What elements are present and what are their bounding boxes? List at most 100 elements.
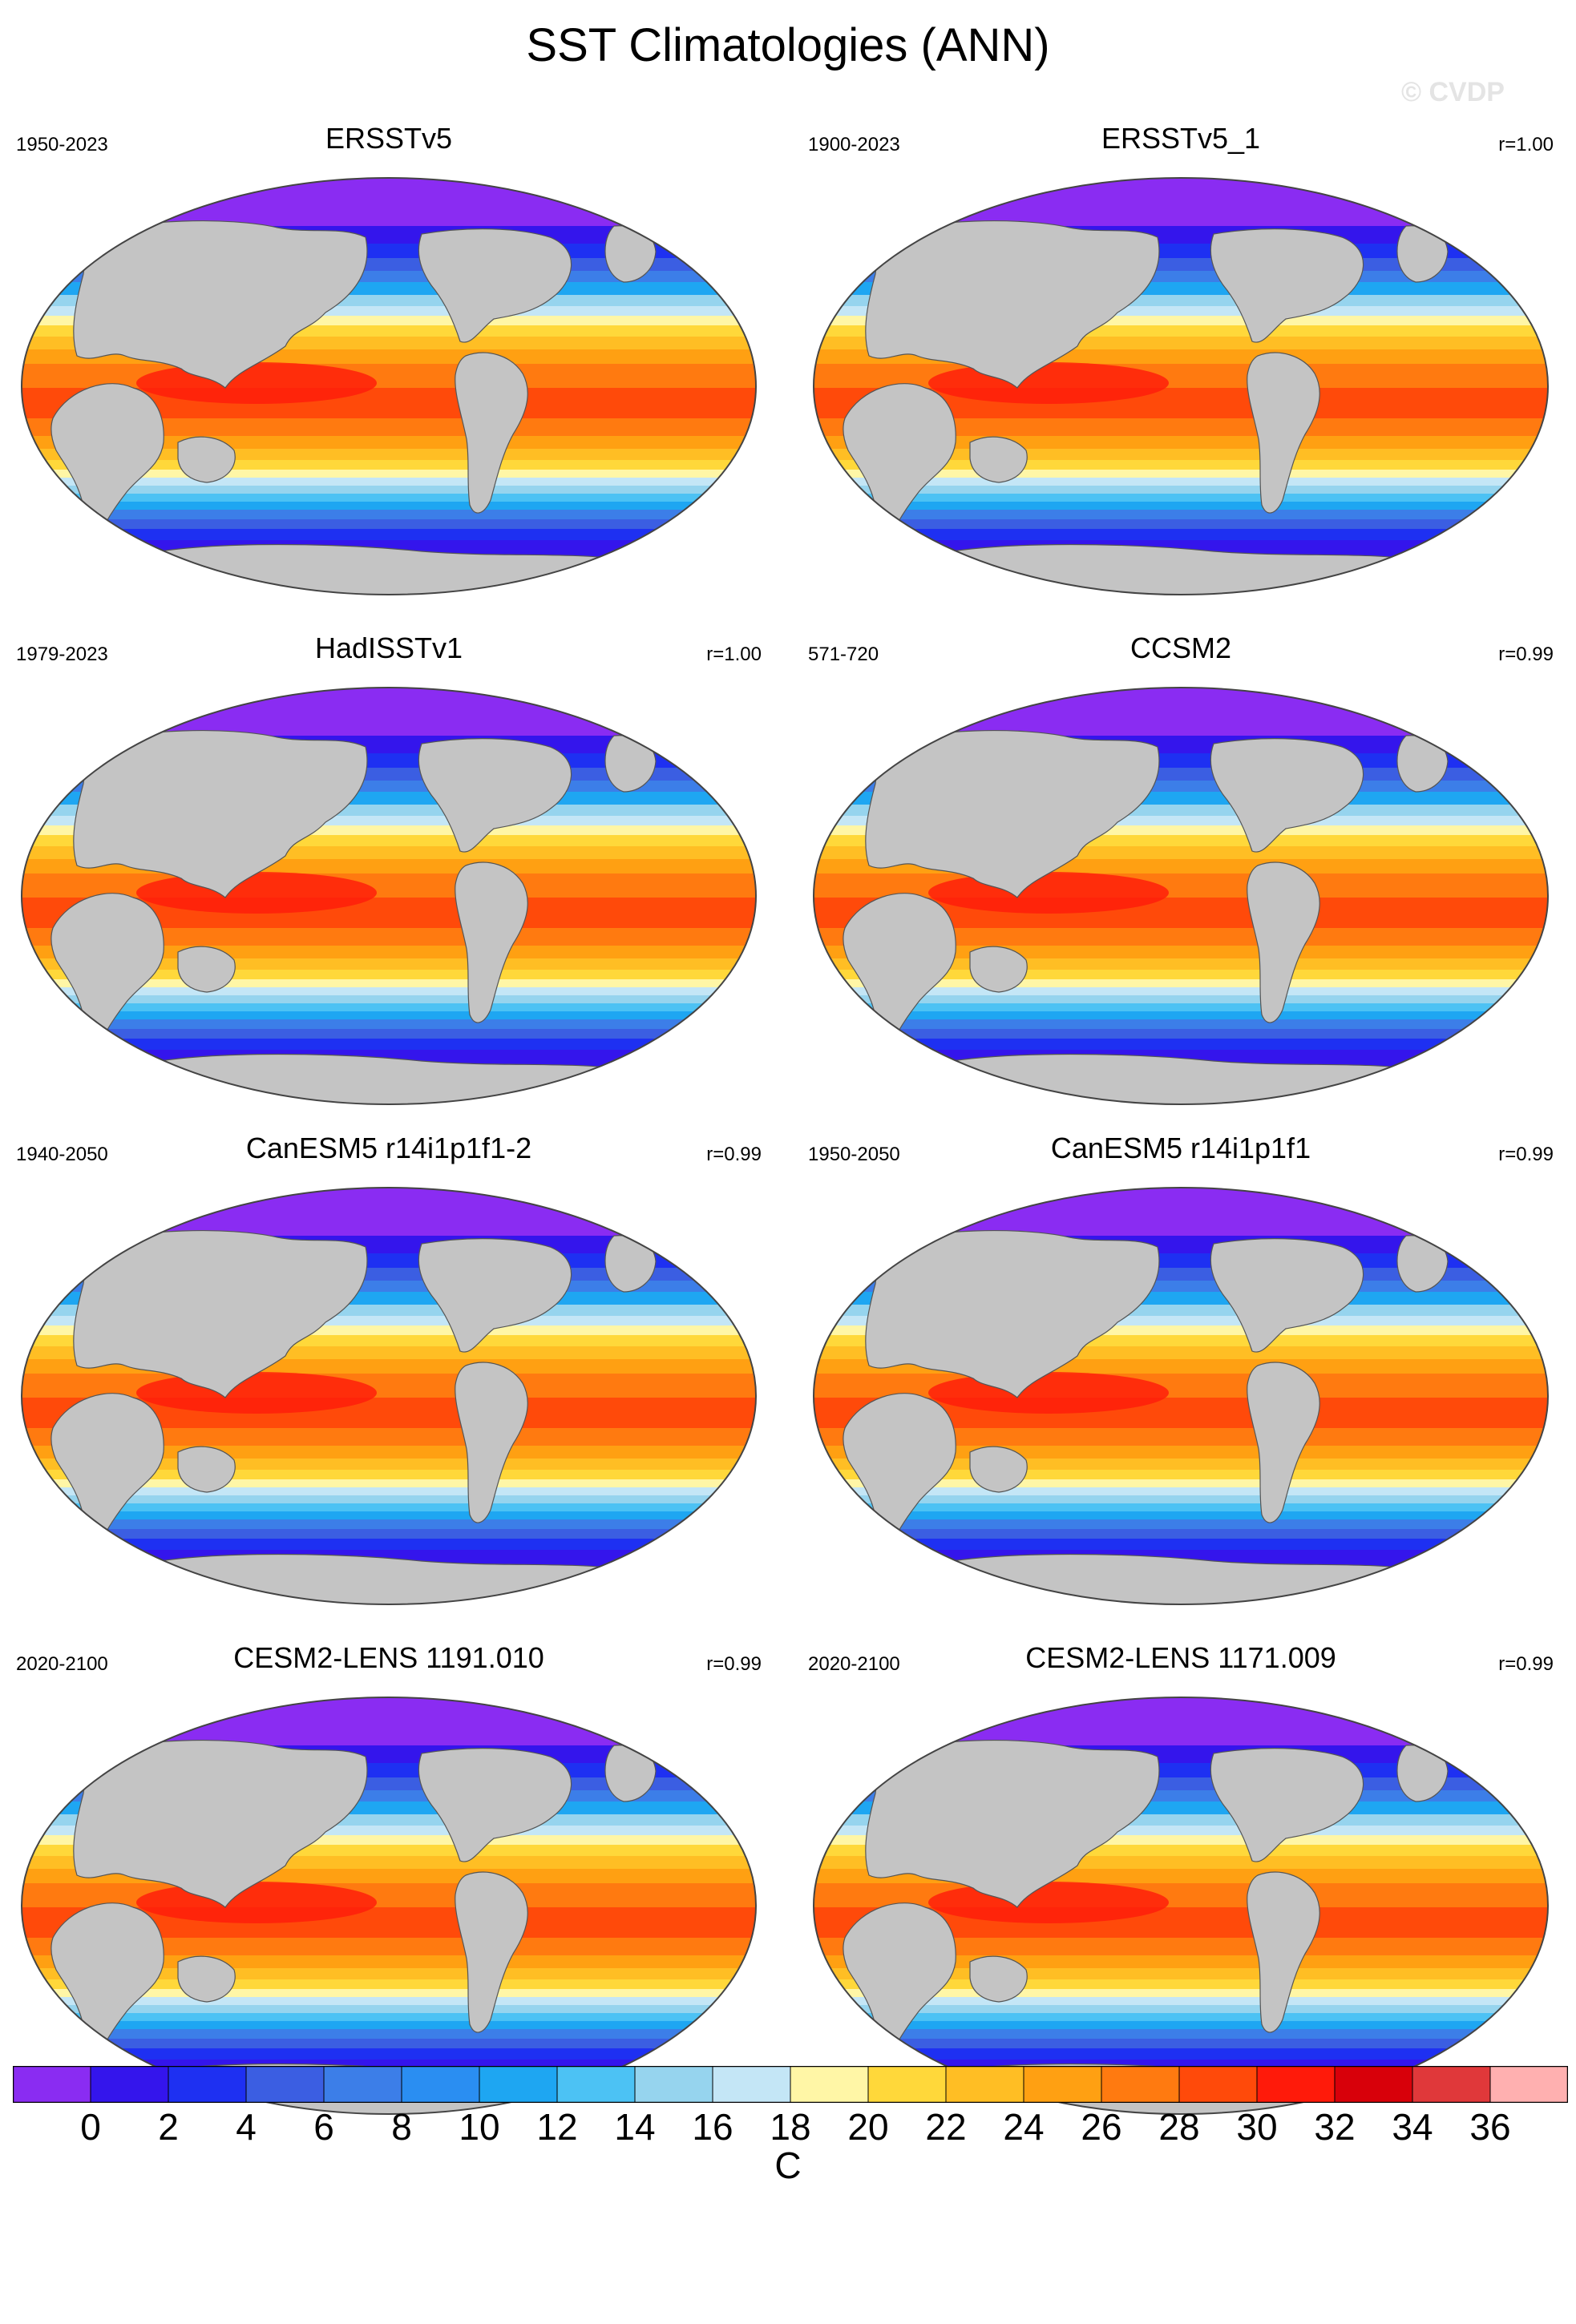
sst-band	[814, 1011, 1548, 1020]
sst-band	[814, 470, 1548, 478]
sst-band	[814, 529, 1548, 541]
sst-band	[814, 995, 1548, 1004]
sst-band	[814, 486, 1548, 494]
panel-years: 571-720	[808, 644, 879, 665]
sst-band	[22, 1883, 756, 1908]
continent	[177, 1446, 236, 1493]
map-outline	[21, 687, 757, 1105]
sst-band	[814, 178, 1548, 227]
sst-band	[814, 1503, 1548, 1512]
continent	[418, 1748, 572, 1862]
sst-band	[814, 987, 1548, 996]
sst-band	[22, 1428, 756, 1446]
sst-map	[808, 1164, 1554, 1628]
sst-band	[22, 478, 756, 486]
map-panel: CESM2-LENS 1191.010 2020-2100 r=0.99	[16, 1641, 762, 2138]
map-panel: ERSSTv5_1 1900-2023 r=1.00	[808, 122, 1554, 619]
continent	[51, 383, 164, 538]
panel-title: ERSSTv5	[325, 122, 453, 155]
colorbar-tick-label: 24	[1003, 2106, 1045, 2148]
continent	[843, 1393, 956, 1547]
continent	[51, 893, 164, 1047]
map-outline	[21, 1187, 757, 1605]
sst-band	[22, 2021, 756, 2030]
panel-years: 1900-2023	[808, 134, 900, 155]
panel-correlation: r=1.00	[706, 644, 762, 665]
sst-band	[22, 1503, 756, 1512]
sst-map-svg	[21, 177, 757, 595]
sst-band	[22, 987, 756, 996]
colorbar-border	[13, 2066, 1568, 2103]
continent	[51, 1393, 164, 1547]
warm-pool	[928, 1882, 1169, 1923]
panel-title: CESM2-LENS 1171.009	[1025, 1641, 1336, 1674]
colorbar-swatch	[1335, 2067, 1413, 2102]
sst-band	[814, 2039, 1548, 2049]
sst-band	[22, 1029, 756, 1039]
panel-years: 1950-2023	[16, 134, 108, 155]
colorbar-tick-label: 10	[459, 2106, 500, 2148]
map-panel: CanESM5 r14i1p1f1 1950-2050 r=0.99	[808, 1132, 1554, 1628]
continent	[51, 1902, 164, 2057]
sst-band	[22, 928, 756, 946]
panel-title: CanESM5 r14i1p1f1	[1050, 1132, 1311, 1164]
sst-band	[22, 2005, 756, 2014]
warm-pool	[136, 872, 377, 914]
continent	[1247, 1362, 1320, 1523]
continent	[418, 228, 572, 343]
sst-band	[814, 418, 1548, 437]
continent	[865, 730, 1160, 898]
colorbar-swatch	[1490, 2067, 1568, 2102]
sst-map-svg	[813, 687, 1549, 1105]
sst-map-svg	[21, 1187, 757, 1605]
panel-correlation: r=0.99	[1498, 644, 1554, 665]
continent	[843, 1902, 956, 2057]
sst-map	[808, 154, 1554, 619]
sst-band	[22, 979, 756, 988]
panel-years: 1950-2050	[808, 1144, 900, 1165]
colorbar-swatch	[790, 2067, 869, 2102]
colorbar-swatch	[557, 2067, 636, 2102]
map-outline	[813, 1187, 1549, 1605]
sst-map-svg	[813, 177, 1549, 595]
warm-pool	[136, 1372, 377, 1414]
warm-pool	[928, 1372, 1169, 1414]
sst-field	[22, 178, 756, 595]
sst-band	[22, 1938, 756, 1956]
warm-pool	[136, 362, 377, 404]
map-panel: HadISSTv1 1979-2023 r=1.00	[16, 631, 762, 1128]
sst-band	[814, 1539, 1548, 1551]
sst-band	[814, 478, 1548, 486]
colorbar-tick-label: 16	[692, 2106, 733, 2148]
colorbar-tick-label: 0	[80, 2106, 101, 2148]
map-panel: CanESM5 r14i1p1f1-2 1940-2050 r=0.99	[16, 1132, 762, 1628]
warm-pool	[928, 872, 1169, 914]
colorbar-tick-label: 14	[614, 2106, 656, 2148]
panel-years: 2020-2100	[808, 1653, 900, 1675]
colorbar-swatch	[868, 2067, 947, 2102]
colorbar-tick-labels: 0 2 4 6 8 10 12 14 16 18 20 22 24 26 28 30 32 34 36	[13, 2103, 1568, 2151]
continent	[455, 861, 528, 1023]
warm-pool	[136, 1882, 377, 1923]
sst-band	[814, 1003, 1548, 1012]
continent	[865, 220, 1160, 389]
sst-field	[22, 1188, 756, 1604]
colorbar-swatch	[13, 2067, 91, 2102]
sst-field	[814, 1188, 1548, 1604]
panel-years: 2020-2100	[16, 1653, 108, 1675]
map-outline	[21, 1697, 757, 2115]
sst-band	[22, 2039, 756, 2049]
continent	[455, 1362, 528, 1523]
colorbar-tick-label: 28	[1158, 2106, 1200, 2148]
continent	[177, 436, 236, 483]
continent	[865, 1230, 1160, 1398]
panel-correlation: r=0.99	[1498, 1144, 1554, 1165]
sst-band	[22, 1019, 756, 1030]
sst-band	[22, 1487, 756, 1496]
sst-band	[814, 1883, 1548, 1908]
continent	[1210, 1748, 1364, 1862]
sst-band	[22, 1039, 756, 1051]
sst-band	[22, 510, 756, 520]
sst-map-svg	[21, 687, 757, 1105]
sst-band	[22, 1188, 756, 1237]
